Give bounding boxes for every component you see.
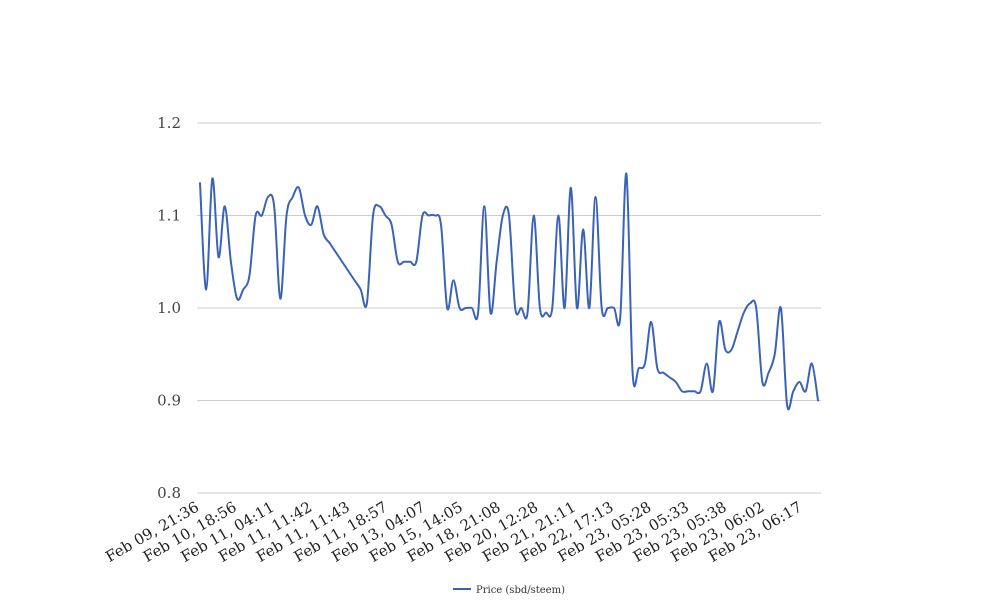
y-tick-label: 1.2 bbox=[157, 114, 181, 132]
y-axis-tick-labels: 0.8 0.9 1.0 1.1 1.2 bbox=[157, 114, 181, 502]
series-line-price bbox=[199, 172, 819, 411]
gridlines bbox=[197, 122, 821, 494]
y-tick-label: 1.1 bbox=[157, 207, 181, 225]
legend: Price (sbd/steem) bbox=[453, 585, 565, 596]
y-tick-label: 1.0 bbox=[157, 299, 181, 317]
y-tick-label: 0.8 bbox=[157, 484, 181, 502]
legend-label-price: Price (sbd/steem) bbox=[476, 585, 565, 596]
series-lines bbox=[199, 172, 819, 411]
y-tick-label: 0.9 bbox=[157, 392, 181, 410]
